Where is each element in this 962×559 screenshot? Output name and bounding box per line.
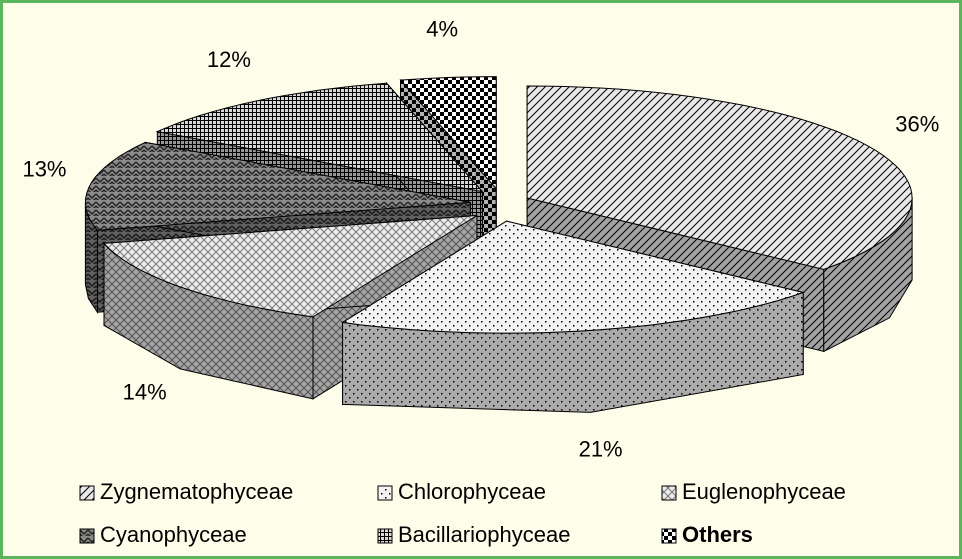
legend-label: Others — [682, 522, 753, 547]
legend-label: Cyanophyceae — [100, 522, 247, 547]
data-label: 36% — [895, 111, 939, 136]
slice-top — [526, 85, 913, 270]
data-label: 4% — [426, 16, 458, 41]
legend-label: Zygnematophyceae — [100, 479, 293, 504]
legend-label: Chlorophyceae — [398, 479, 546, 504]
slice-top — [84, 141, 471, 231]
slice-top — [155, 82, 484, 193]
legend-swatch — [377, 528, 393, 544]
legend-label: Bacillariophyceae — [398, 522, 570, 547]
data-label: 12% — [207, 47, 251, 72]
slice-top — [399, 76, 497, 190]
data-label: 14% — [123, 380, 167, 405]
legend-swatch — [79, 485, 95, 501]
legend-swatch — [661, 485, 677, 501]
legend-label: Euglenophyceae — [682, 479, 846, 504]
legend-swatch — [377, 485, 393, 501]
slice-top — [341, 220, 806, 334]
data-label: 21% — [579, 436, 623, 461]
slice — [341, 220, 806, 413]
data-label: 13% — [22, 157, 66, 182]
legend-swatch — [79, 528, 95, 544]
slice-top — [102, 215, 478, 318]
legend-swatch — [661, 528, 677, 544]
